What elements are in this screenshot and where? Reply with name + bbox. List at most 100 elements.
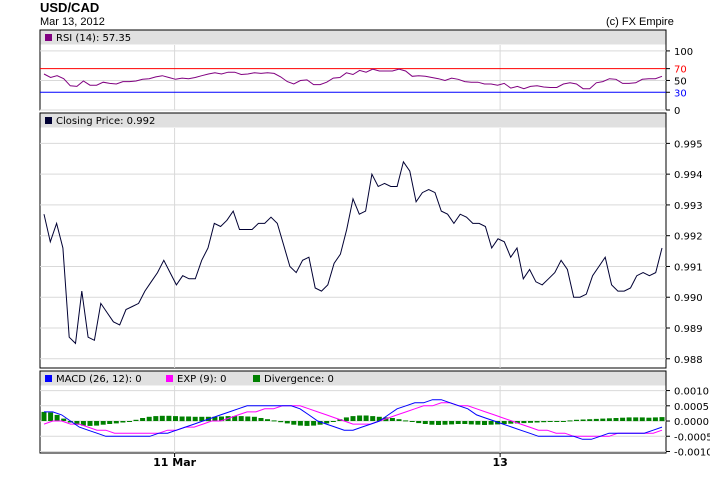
divergence-bar: [330, 421, 336, 422]
y-tick-label: 0.988: [674, 355, 703, 366]
y-tick-label: 0.0000: [674, 417, 709, 428]
divergence-bar: [541, 421, 547, 423]
divergence-bar: [324, 421, 330, 424]
rsi-grid: [40, 45, 666, 111]
divergence-bar: [41, 411, 47, 421]
price-panel: Closing Price: 0.992 0.995 0.994 0.993 0.99…: [39, 112, 703, 369]
divergence-bar: [67, 421, 73, 423]
divergence-bar: [166, 415, 172, 421]
y-tick-label: 0.995: [674, 139, 703, 150]
divergence-bar: [311, 421, 317, 426]
x-axis: 11 Mar 13: [153, 453, 508, 469]
divergence-bar: [350, 416, 356, 421]
x-tick-label: 13: [492, 456, 507, 469]
rsi-legend-label: RSI (14): 57.35: [56, 33, 131, 44]
y-tick-label: 70: [674, 65, 687, 76]
divergence-bar: [80, 421, 86, 426]
chart-title: USD/CAD: [40, 0, 100, 15]
divergence-bar: [409, 421, 415, 422]
divergence-bar: [297, 421, 303, 426]
divergence-bar: [186, 416, 192, 422]
y-tick-label: 0.992: [674, 232, 703, 243]
divergence-bars: [41, 411, 665, 426]
divergence-bar: [389, 418, 395, 421]
divergence-bar: [580, 419, 586, 421]
divergence-bar: [495, 421, 501, 425]
divergence-bar: [238, 416, 244, 421]
divergence-bar: [488, 421, 494, 425]
divergence-bar: [422, 421, 428, 424]
divergence-bar: [133, 419, 139, 421]
y-tick-label: 0.0010: [674, 387, 709, 398]
y-tick-label: 0.989: [674, 324, 703, 335]
chart-date: Mar 13, 2012: [40, 16, 105, 28]
macd-panel: MACD (26, 12): 0 EXP (9): 0 Divergence: …: [39, 370, 710, 458]
y-tick-label: 50: [674, 76, 687, 87]
divergence-bar: [258, 418, 264, 421]
divergence-bar: [48, 412, 54, 421]
divergence-bar: [179, 416, 185, 422]
divergence-bar: [245, 416, 251, 422]
divergence-bar: [304, 421, 310, 426]
divergence-bar: [159, 415, 165, 421]
divergence-bar: [317, 421, 323, 425]
divergence-bar: [528, 421, 533, 423]
divergence-bar: [442, 421, 448, 425]
divergence-bar: [74, 421, 80, 425]
divergence-bar: [337, 419, 343, 421]
y-tick-label: 0.993: [674, 201, 703, 212]
y-tick-label: 0.994: [674, 170, 703, 181]
y-tick-label: 0: [674, 106, 680, 117]
divergence-bar: [514, 421, 520, 424]
price-legend-label: Closing Price: 0.992: [56, 116, 155, 127]
divergence-bar: [403, 420, 409, 422]
divergence-bar: [100, 421, 106, 425]
exp-legend-swatch: [166, 375, 173, 382]
divergence-bar: [633, 417, 639, 422]
divergence-bar: [455, 421, 461, 424]
divergence-bar: [429, 421, 435, 425]
divergence-bar: [436, 421, 441, 425]
price-grid: [40, 128, 666, 368]
divergence-bar: [291, 421, 297, 425]
divergence-bar: [396, 419, 402, 421]
macd-legend-swatch: [45, 375, 52, 382]
rsi-legend-swatch: [45, 34, 52, 41]
divergence-bar: [357, 415, 363, 421]
divergence-bar: [343, 417, 349, 422]
divergence-bar: [646, 417, 652, 421]
divergence-bar: [475, 421, 481, 425]
rsi-series-line: [43, 68, 663, 90]
divergence-bar: [482, 421, 487, 425]
divergence-bar: [547, 421, 553, 422]
divergence-bar: [560, 421, 566, 422]
price-panel-frame: [39, 112, 667, 369]
macd-legend-label: MACD (26, 12): 0: [56, 374, 142, 385]
divergence-bar: [87, 421, 93, 426]
divergence-bar: [639, 417, 645, 422]
divergence-bar: [416, 421, 422, 424]
divergence-bar: [54, 414, 60, 421]
divergence-bar: [113, 421, 119, 424]
macd-series-line: [44, 399, 663, 440]
divergence-bar: [199, 416, 205, 422]
divergence-bar: [120, 421, 126, 423]
closing-price-line: [43, 160, 663, 345]
divergence-bar: [212, 416, 218, 422]
y-tick-label: 100: [674, 47, 693, 58]
y-tick-label: 0.990: [674, 293, 703, 304]
divergence-bar: [534, 421, 540, 423]
divergence-bar: [232, 416, 238, 421]
macd-legend-bar: [40, 371, 666, 386]
y-tick-label: 0.0005: [674, 402, 709, 413]
divergence-legend-swatch: [253, 375, 260, 382]
divergence-bar: [192, 416, 198, 422]
divergence-bar: [462, 421, 468, 424]
divergence-bar: [652, 417, 658, 422]
divergence-bar: [376, 416, 382, 422]
divergence-bar: [153, 416, 159, 421]
x-tick-label: 11 Mar: [153, 456, 197, 469]
divergence-bar: [567, 420, 573, 422]
